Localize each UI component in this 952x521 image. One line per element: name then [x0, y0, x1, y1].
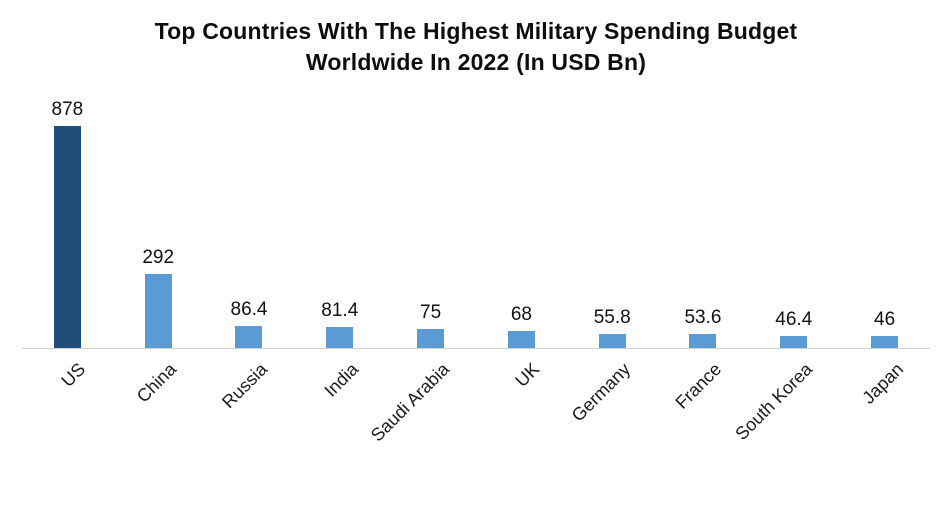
x-axis-label-cell: Russia: [204, 349, 295, 499]
x-axis-label: China: [132, 359, 181, 407]
bar: [780, 336, 808, 349]
value-label: 55.8: [593, 307, 631, 329]
x-axis-label-cell: India: [294, 349, 385, 499]
value-label: 46.4: [775, 309, 813, 331]
x-axis-label-cell: South Korea: [731, 349, 839, 499]
bar: [417, 329, 445, 349]
x-axis-label: US: [57, 359, 90, 391]
value-label: 68: [510, 304, 532, 326]
bar-column: 292: [113, 247, 204, 349]
bar: [689, 334, 717, 349]
x-axis-label-cell: Saudi Arabia: [366, 349, 476, 499]
x-axis-label: India: [320, 359, 362, 401]
plot-area: 878 292 86.4 81.4 75 68 55.8 53.6 46.4 46: [22, 84, 930, 350]
bar: [871, 336, 899, 349]
bar: [144, 274, 172, 349]
x-axis-label-cell: UK: [476, 349, 567, 499]
bar-column: 46: [839, 309, 930, 349]
x-axis-label-cell: France: [658, 349, 749, 499]
value-label: 292: [142, 247, 175, 269]
bar: [53, 126, 81, 349]
value-label: 75: [420, 302, 442, 324]
bar: [598, 334, 626, 349]
x-axis-label-cell: Germany: [567, 349, 658, 499]
x-axis-label: France: [671, 359, 726, 413]
x-axis-label: Russia: [218, 359, 272, 413]
bar: [507, 331, 535, 349]
x-axis-label-cell: Japan: [839, 349, 930, 499]
value-label: 53.6: [684, 307, 722, 329]
bar-column: 55.8: [567, 307, 658, 349]
x-axis-label: Japan: [857, 359, 907, 408]
bar-column: 75: [385, 302, 476, 349]
bar-column: 46.4: [748, 309, 839, 349]
value-label: 81.4: [321, 300, 359, 322]
x-axis-label: UK: [511, 359, 544, 391]
bar-column: 53.6: [658, 307, 749, 349]
x-axis-label-cell: China: [113, 349, 204, 499]
x-axis-label: Germany: [567, 359, 635, 426]
bar-chart: Top Countries With The Highest Military …: [0, 16, 952, 521]
bar: [235, 326, 263, 349]
value-label: 86.4: [230, 299, 268, 321]
x-axis-labels: US China Russia India Saudi Arabia UK Germany F…: [22, 349, 930, 499]
bar-column: 878: [22, 99, 113, 349]
value-label: 46: [874, 309, 896, 331]
x-axis-label-cell: US: [22, 349, 113, 499]
bar: [326, 327, 354, 349]
value-label: 878: [51, 99, 84, 121]
chart-title: Top Countries With The Highest Military …: [154, 18, 798, 76]
bar-column: 81.4: [294, 300, 385, 349]
bar-column: 68: [476, 304, 567, 349]
bar-column: 86.4: [204, 299, 295, 349]
